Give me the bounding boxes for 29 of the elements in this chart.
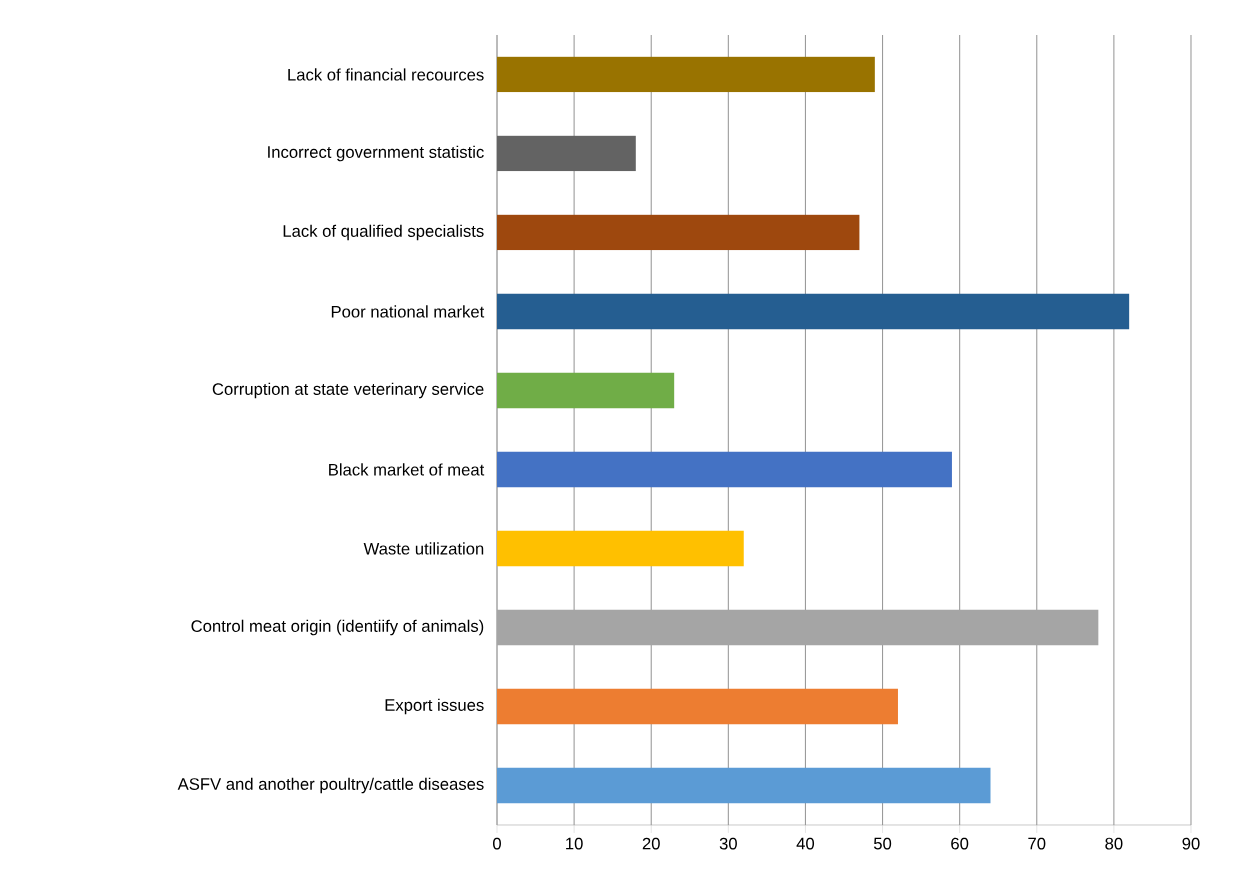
bar [497, 214, 860, 251]
x-tick-label: 10 [566, 837, 583, 850]
x-tick-label: 70 [1028, 837, 1046, 850]
bar [497, 293, 1130, 330]
bar [497, 688, 898, 725]
x-tick-label: 40 [796, 837, 815, 850]
x-tick-label: 50 [873, 837, 892, 850]
x-tick-label: 0 [493, 837, 501, 850]
bar [497, 451, 952, 488]
y-tick-label: Waste utilization [363, 542, 484, 555]
y-tick-label: Incorrect government statistic [268, 145, 484, 162]
y-tick-label: Black market of meat [329, 463, 485, 476]
bar [497, 372, 675, 409]
y-tick-label: Lack of financial recources [288, 68, 484, 81]
x-tick-label: 20 [642, 837, 660, 850]
bar [497, 530, 744, 567]
y-tick-label: Control meat origin (identiify of animals) [191, 619, 484, 636]
y-tick-label: Lack of qualified specialists [283, 224, 484, 241]
x-tick-label: 90 [1182, 837, 1200, 850]
x-tick-label: 80 [1105, 837, 1123, 850]
y-tick-label: Corruption at state veterinary service [212, 382, 484, 399]
x-tick-label: 30 [719, 837, 737, 850]
y-tick-label: ASFV and another poultry/cattle diseases [177, 777, 484, 794]
y-tick-label: Poor national market [331, 305, 485, 318]
x-tick-label: 60 [951, 837, 969, 850]
y-tick-label: Export issues [385, 698, 484, 715]
bar [497, 767, 991, 804]
bar [497, 135, 636, 172]
bar [497, 56, 875, 93]
